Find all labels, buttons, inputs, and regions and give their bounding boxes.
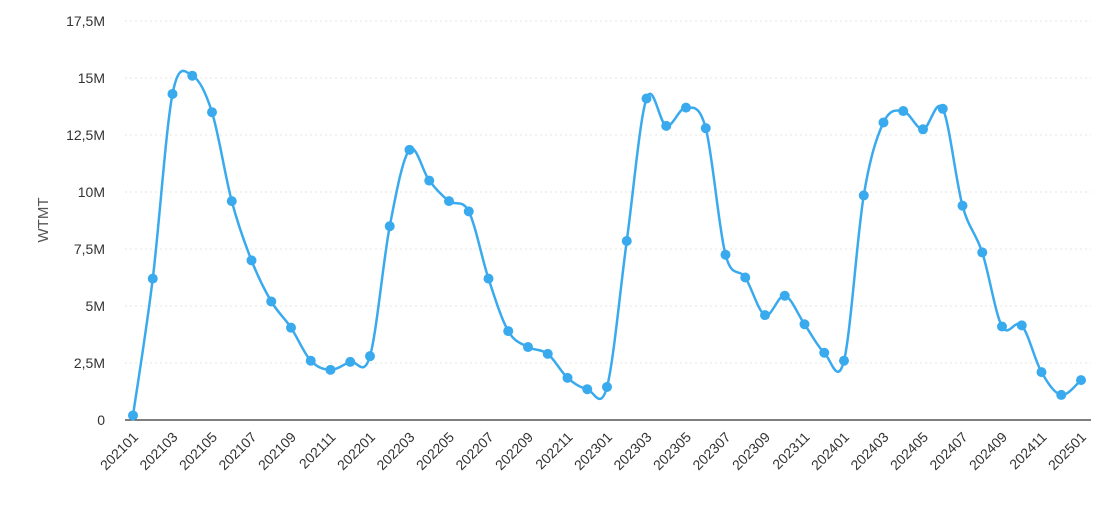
data-point[interactable]: 202401: 2600000 <box>839 355 849 366</box>
y-tick-label: 15M <box>78 70 105 86</box>
data-point[interactable]: 202108: 5200000 <box>266 296 277 307</box>
x-tick-label: 202401 <box>808 429 852 473</box>
data-point[interactable]: 202410: 4150000 <box>1016 320 1027 331</box>
y-tick-label: 12,5M <box>66 127 105 143</box>
data-point[interactable]: 202311: 4200000 <box>799 319 810 330</box>
y-tick-label: 0 <box>97 412 105 428</box>
data-point[interactable]: 202302: 7850000 <box>621 236 632 247</box>
x-tick-label: 202305 <box>650 429 694 473</box>
y-tick-label: 17,5M <box>66 13 105 29</box>
data-point[interactable]: 202304: 12900000 <box>661 120 672 131</box>
data-point[interactable]: 202308: 6250000 <box>740 272 751 283</box>
data-point[interactable]: 202105: 13500000 <box>207 107 217 118</box>
data-point[interactable]: 202203: 11850000 <box>404 144 415 155</box>
data-point[interactable]: 202103: 14300000 <box>167 88 178 99</box>
data-point[interactable]: 202102: 6200000 <box>147 273 158 284</box>
y-tick-label: 5M <box>86 298 105 314</box>
x-tick-label: 202309 <box>729 429 773 473</box>
x-tick-label: 202405 <box>887 429 931 473</box>
x-tick-label: 202311 <box>769 429 813 473</box>
data-point[interactable]: 202405: 12750000 <box>918 124 928 135</box>
data-point[interactable]: 202412: 1100000 <box>1056 389 1067 400</box>
x-tick-label: 202109 <box>255 429 299 473</box>
data-point[interactable]: 202303: 14100000 <box>641 93 652 104</box>
x-tick-label: 202107 <box>215 429 259 473</box>
data-point[interactable]: 202207: 6200000 <box>483 273 494 284</box>
data-point[interactable]: 202208: 3900000 <box>503 326 514 337</box>
data-point[interactable]: 202109: 4050000 <box>286 322 296 333</box>
x-tick-label: 202103 <box>136 429 180 473</box>
data-point[interactable]: 202309: 4600000 <box>760 310 770 321</box>
data-point[interactable]: 202404: 13550000 <box>898 106 909 117</box>
data-point[interactable]: 202211: 1850000 <box>562 372 573 383</box>
y-tick-label: 10M <box>78 184 105 200</box>
x-tick-label: 202411 <box>1006 429 1050 473</box>
data-point[interactable]: 202312: 2950000 <box>819 347 830 358</box>
x-tick-label: 202201 <box>334 429 378 473</box>
data-point[interactable]: 202301: 1450000 <box>602 381 612 392</box>
x-tick-label: 202105 <box>176 429 220 473</box>
x-tick-label: 202301 <box>571 429 615 473</box>
data-point[interactable]: 202202: 8500000 <box>384 221 395 232</box>
x-tick-label: 202211 <box>532 429 576 473</box>
y-tick-label: 2,5M <box>74 355 105 371</box>
x-tick-label: 202205 <box>413 429 457 473</box>
y-axis-title: WTMT <box>35 198 52 243</box>
data-point[interactable]: 202106: 9600000 <box>226 196 237 207</box>
x-tick-label: 202203 <box>373 429 417 473</box>
x-tick-label: 202501 <box>1045 429 1089 473</box>
grid-layer <box>125 20 1091 364</box>
x-tick-label: 202101 <box>97 429 141 473</box>
data-point[interactable]: 202204: 10500000 <box>424 175 435 186</box>
data-point[interactable]: 202205: 9600000 <box>444 196 454 207</box>
data-point[interactable]: 202307: 7250000 <box>720 249 731 260</box>
x-tick-label: 202403 <box>847 429 891 473</box>
x-tick-label: 202409 <box>966 429 1010 473</box>
series-layer: 202101: 200000 202102: 6200000 202103: 143… <box>128 69 1086 421</box>
x-axis: 2021012021032021052021072021092021112022… <box>97 419 1091 473</box>
x-tick-label: 202209 <box>492 429 536 473</box>
data-point[interactable]: 202201: 2800000 <box>365 351 375 362</box>
data-point[interactable]: 202402: 9850000 <box>858 190 869 201</box>
x-tick-label: 202207 <box>452 429 496 473</box>
data-point[interactable]: 202403: 13050000 <box>878 117 889 128</box>
data-point[interactable]: 202411: 2100000 <box>1036 367 1047 378</box>
x-tick-label: 202307 <box>689 429 733 473</box>
data-point[interactable]: 202206: 9150000 <box>463 206 474 217</box>
data-point[interactable]: 202305: 13700000 <box>681 102 691 113</box>
data-point[interactable]: 202110: 2600000 <box>305 355 316 366</box>
data-point[interactable]: 202112: 2550000 <box>345 356 356 367</box>
data-point[interactable]: 202501: 1750000 <box>1076 375 1086 386</box>
x-tick-label: 202407 <box>926 429 970 473</box>
data-point[interactable]: 202408: 7350000 <box>977 247 988 258</box>
data-point[interactable]: 202310: 5450000 <box>779 290 790 301</box>
data-point[interactable]: 202409: 4100000 <box>997 321 1007 332</box>
x-tick-label: 202303 <box>610 429 654 473</box>
data-point[interactable]: 202111: 2200000 <box>325 364 336 375</box>
data-point[interactable]: 202101: 200000 <box>128 410 138 421</box>
y-tick-label: 7,5M <box>74 241 105 257</box>
data-point[interactable]: 202107: 7000000 <box>246 255 257 266</box>
series-line <box>131 69 1082 416</box>
data-point[interactable]: 202210: 2900000 <box>542 348 553 359</box>
data-point[interactable]: 202104: 15100000 <box>187 70 198 81</box>
y-axis: 0 2,5M 5M 7,5M 10M 12,5M 15M 17,5M <box>66 13 105 428</box>
data-point[interactable]: 202406: 13650000 <box>937 103 948 114</box>
data-point[interactable]: 202209: 3200000 <box>523 342 533 353</box>
x-tick-label: 202111 <box>296 429 339 472</box>
data-point[interactable]: 202212: 1350000 <box>582 384 593 395</box>
data-point[interactable]: 202407: 9400000 <box>957 200 968 211</box>
data-point[interactable]: 202306: 12800000 <box>700 123 711 134</box>
